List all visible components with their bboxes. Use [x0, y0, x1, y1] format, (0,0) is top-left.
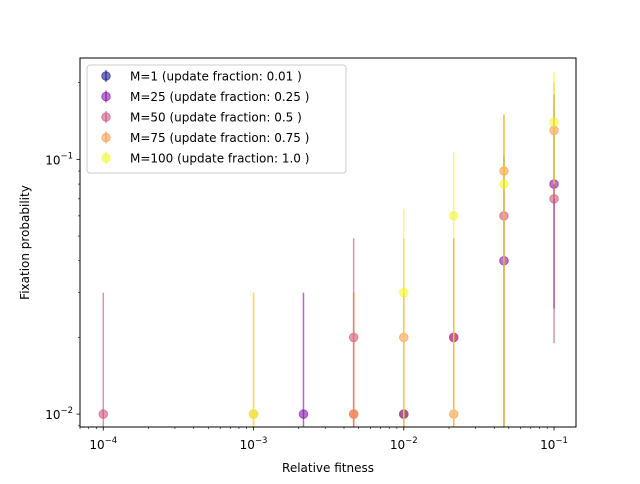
legend-label: M=75 (update fraction: 0.75 )	[130, 131, 309, 145]
legend-marker	[101, 71, 111, 81]
data-point	[448, 211, 459, 221]
legend-item: M=75 (update fraction: 0.75 )	[101, 131, 309, 145]
data-point	[98, 409, 109, 419]
legend: M=1 (update fraction: 0.01 ) M=25 (update…	[86, 64, 347, 174]
legend-marker	[101, 91, 111, 102]
data-point	[398, 287, 409, 298]
data-point	[348, 409, 359, 419]
x-tick-label: 10−4	[89, 436, 117, 452]
x-tick-label: 10−3	[240, 436, 268, 452]
data-point	[499, 179, 509, 189]
y-axis-label: Fixation probability	[18, 185, 32, 300]
legend-marker	[101, 153, 111, 163]
legend-item: M=25 (update fraction: 0.25 )	[101, 90, 309, 104]
x-tick-label: 10−1	[540, 436, 568, 452]
x-tick-label: 10−2	[390, 436, 418, 452]
legend-item: M=100 (update fraction: 1.0 )	[101, 152, 309, 166]
y-tick-label: 10−1	[45, 151, 73, 167]
y-tick-label: 10−2	[45, 406, 73, 422]
chart-marks	[98, 72, 559, 427]
legend-label: M=50 (update fraction: 0.5 )	[130, 111, 302, 125]
data-point	[248, 409, 259, 419]
legend-marker	[101, 112, 111, 122]
legend-item: M=50 (update fraction: 0.5 )	[101, 111, 302, 125]
axis-ticks: 10−4 10−3 10−2 10−1 10−2 10−1	[45, 82, 568, 452]
data-point	[549, 117, 559, 127]
legend-label: M=1 (update fraction: 0.01 )	[130, 70, 302, 84]
series-5	[248, 72, 559, 427]
data-point	[298, 409, 309, 419]
legend-item: M=1 (update fraction: 0.01 )	[101, 70, 302, 84]
legend-label: M=100 (update fraction: 1.0 )	[130, 152, 309, 166]
legend-marker	[101, 132, 111, 143]
x-axis-label: Relative fitness	[282, 461, 374, 475]
plot-frame	[79, 57, 577, 428]
legend-box	[86, 64, 347, 174]
legend-label: M=25 (update fraction: 0.25 )	[130, 90, 309, 104]
